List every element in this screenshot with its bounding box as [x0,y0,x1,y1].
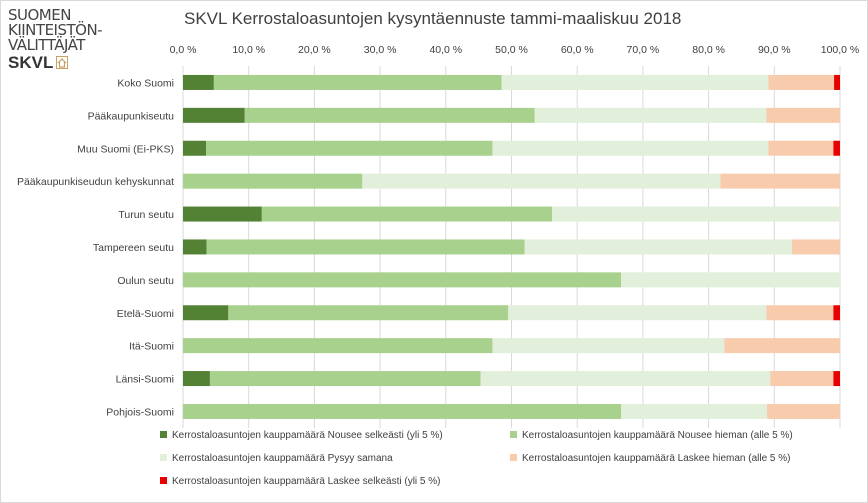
bar-segment [792,239,840,255]
legend-label: Kerrostaloasuntojen kauppamäärä Pysyy sa… [172,453,393,464]
x-tick-label: 40,0 % [429,44,462,56]
bar-segment [621,403,768,419]
bar-segment [183,74,214,90]
bar-segment [552,206,840,222]
bar-segment [768,74,835,90]
legend-swatch [510,454,517,461]
x-tick-label: 100,0 % [821,44,860,56]
bar-segment [724,338,840,354]
category-label: Itä-Suomi [129,341,174,353]
bar-segment [833,371,840,387]
x-tick-label: 70,0 % [627,44,660,56]
legend-label: Kerrostaloasuntojen kauppamäärä Nousee s… [172,430,443,441]
x-tick-label: 90,0 % [758,44,791,56]
bar-segment [766,107,840,123]
bar-segment [206,239,525,255]
category-label: Länsi-Suomi [116,374,174,386]
x-tick-label: 60,0 % [561,44,594,56]
legend-label: Kerrostaloasuntojen kauppamäärä Laskee h… [522,453,791,464]
x-tick-label: 10,0 % [232,44,265,56]
bar-segment [833,140,840,156]
logo-brand: SKVL [8,53,158,72]
category-label: Muu Suomi (Ei-PKS) [77,143,174,155]
category-label: Oulun seutu [117,275,174,287]
category-label: Pohjois-Suomi [106,406,174,418]
bar-segment [534,107,767,123]
category-label: Koko Suomi [117,77,174,89]
category-label: Tampereen seutu [93,242,174,254]
bar-segment [621,272,840,288]
category-label: Etelä-Suomi [117,308,174,320]
bar-segment [767,403,840,419]
bar-segment [362,173,721,189]
bar-segment [480,371,771,387]
category-label: Pääkaupunkiseudun kehyskunnat [17,176,174,188]
bar-segment [524,239,793,255]
bar-segment [183,239,207,255]
logo-line-2: KIINTEISTÖN- [8,21,103,39]
logo-line-3: VÄLITTÄJÄT [8,36,85,54]
bar-segment [501,74,769,90]
bar-segment [508,305,767,321]
bar-segment [770,371,834,387]
bar-segment [213,74,502,90]
bar-segment [261,206,553,222]
legend-label: Kerrostaloasuntojen kauppamäärä Nousee h… [522,430,793,441]
legend-swatch [160,454,167,461]
skvl-logo: SUOMEN KIINTEISTÖN- VÄLITTÄJÄT SKVL [8,6,158,73]
x-tick-label: 20,0 % [298,44,331,56]
x-tick-label: 0,0 % [170,44,197,56]
bar-segment [205,140,493,156]
bar-segment [183,272,622,288]
legend-swatch [510,431,517,438]
logo-brand-text: SKVL [8,53,54,72]
bar-segment [183,338,493,354]
bar-segment [834,74,840,90]
x-tick-label: 80,0 % [692,44,725,56]
bar-segment [768,140,834,156]
category-label: Pääkaupunkiseutu [88,110,175,122]
chart-title: SKVL Kerrostaloasuntojen kysyntäennuste … [184,9,682,28]
house-icon [56,56,69,69]
bar-segment [228,305,509,321]
x-tick-label: 30,0 % [364,44,397,56]
bar-segment [183,403,622,419]
bar-segment [183,371,210,387]
bar-segment [183,107,245,123]
bar-segment [492,338,725,354]
legend-label: Kerrostaloasuntojen kauppamäärä Laskee s… [172,476,440,487]
bar-segment [183,140,206,156]
legend-swatch [160,431,167,438]
bar-segment [209,371,481,387]
bar-segment [720,173,840,189]
bar-segment [183,305,229,321]
legend-swatch [160,477,167,484]
bar-segment [183,173,363,189]
x-tick-label: 50,0 % [495,44,528,56]
bar-segment [183,206,262,222]
logo-line-1: SUOMEN [8,6,71,24]
bar-segment [492,140,769,156]
category-label: Turun seutu [118,209,174,221]
bar-segment [766,305,834,321]
bar-segment [833,305,840,321]
bar-segment [244,107,535,123]
